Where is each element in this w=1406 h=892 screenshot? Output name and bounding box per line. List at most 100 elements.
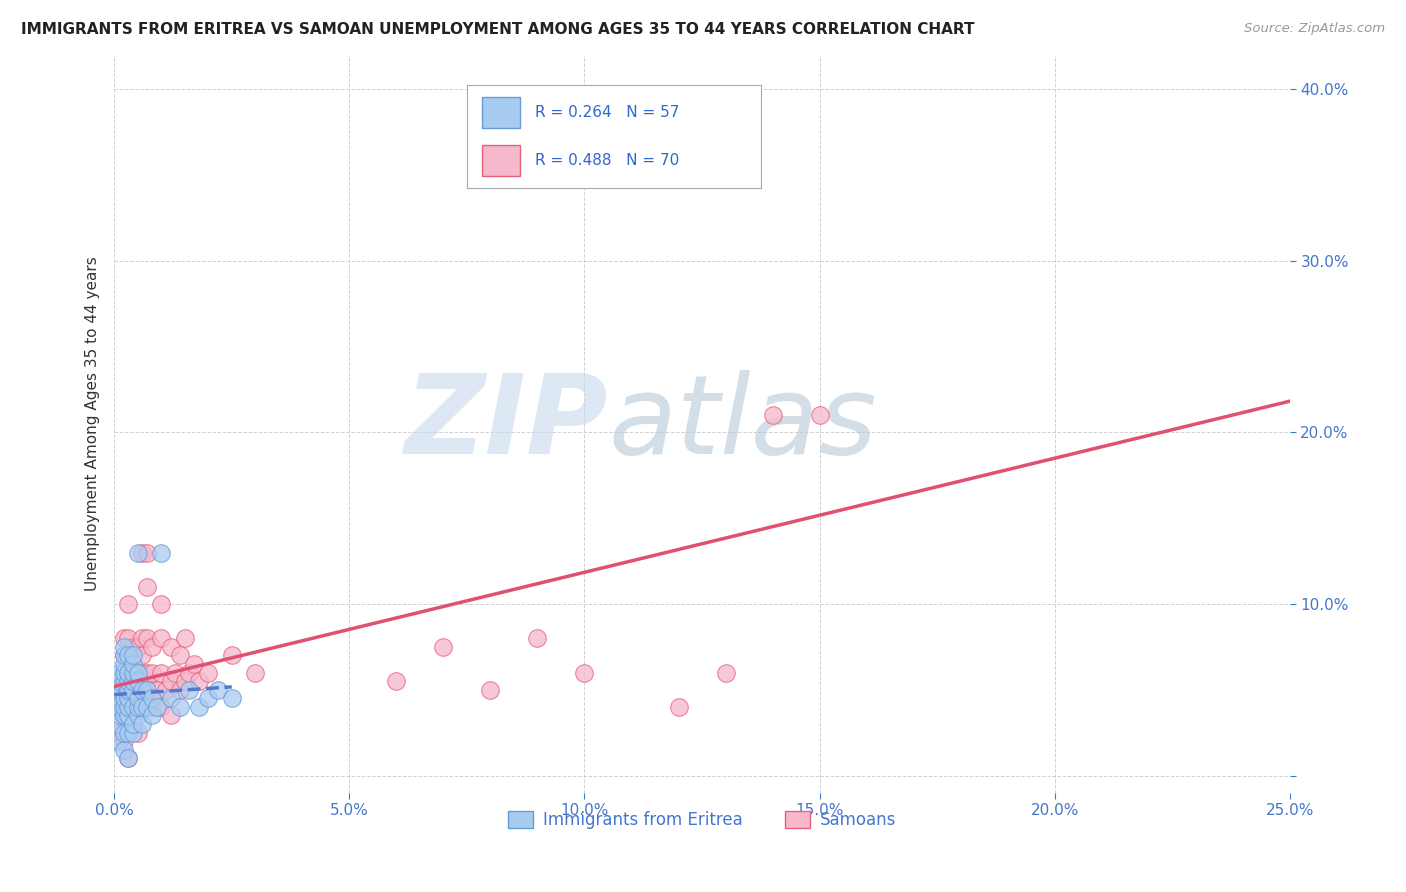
Point xyxy=(131,699,153,714)
Point xyxy=(108,734,131,748)
Point xyxy=(108,682,131,697)
Point xyxy=(183,657,205,671)
Point xyxy=(131,699,153,714)
Point xyxy=(117,725,139,739)
Point xyxy=(117,751,139,765)
Point xyxy=(141,640,163,654)
Point xyxy=(432,640,454,654)
Point xyxy=(127,640,149,654)
Point xyxy=(169,648,191,663)
Point xyxy=(108,717,131,731)
Point xyxy=(197,665,219,680)
Point xyxy=(122,682,145,697)
Point xyxy=(136,545,159,559)
Point xyxy=(127,708,149,723)
Point xyxy=(117,699,139,714)
Point xyxy=(117,708,139,723)
Point xyxy=(112,691,135,706)
Point xyxy=(141,691,163,706)
Point xyxy=(221,691,243,706)
Point xyxy=(122,674,145,689)
Legend: Immigrants from Eritrea, Samoans: Immigrants from Eritrea, Samoans xyxy=(502,805,903,836)
Point xyxy=(136,699,159,714)
Point xyxy=(122,725,145,739)
Point xyxy=(385,674,408,689)
Point xyxy=(150,699,173,714)
Point xyxy=(112,665,135,680)
Point xyxy=(127,545,149,559)
Point xyxy=(108,674,131,689)
Point xyxy=(112,648,135,663)
Point xyxy=(245,665,267,680)
Point xyxy=(761,409,783,423)
Point xyxy=(112,665,135,680)
Point xyxy=(117,691,139,706)
Point xyxy=(150,665,173,680)
Point xyxy=(136,674,159,689)
Point xyxy=(187,674,209,689)
Point xyxy=(117,682,139,697)
Point xyxy=(668,699,690,714)
Point xyxy=(221,648,243,663)
Point xyxy=(131,717,153,731)
Point xyxy=(207,682,229,697)
Point xyxy=(117,632,139,646)
Point xyxy=(122,657,145,671)
Point xyxy=(108,691,131,706)
Point xyxy=(145,682,167,697)
Point xyxy=(112,691,135,706)
Point xyxy=(479,682,502,697)
Point xyxy=(112,699,135,714)
Text: atlas: atlas xyxy=(607,370,876,477)
Point xyxy=(159,691,181,706)
Point xyxy=(127,665,149,680)
Point xyxy=(136,632,159,646)
Point xyxy=(122,717,145,731)
Point xyxy=(179,665,201,680)
Point xyxy=(122,682,145,697)
Point xyxy=(169,682,191,697)
Point xyxy=(122,648,145,663)
Point xyxy=(122,657,145,671)
Point xyxy=(122,665,145,680)
Point xyxy=(112,674,135,689)
Point xyxy=(127,691,149,706)
Point xyxy=(117,674,139,689)
Point xyxy=(173,674,195,689)
Point xyxy=(131,648,153,663)
Point xyxy=(108,699,131,714)
Point xyxy=(112,734,135,748)
Point xyxy=(108,665,131,680)
Point xyxy=(112,648,135,663)
Point xyxy=(108,725,131,739)
Point xyxy=(131,545,153,559)
Point xyxy=(127,699,149,714)
Point xyxy=(108,682,131,697)
Point xyxy=(136,665,159,680)
Point xyxy=(136,699,159,714)
Point xyxy=(808,409,831,423)
Point xyxy=(150,545,173,559)
Point xyxy=(112,725,135,739)
Text: ZIP: ZIP xyxy=(405,370,607,477)
Point xyxy=(141,699,163,714)
Point xyxy=(117,682,139,697)
Point xyxy=(117,751,139,765)
Point xyxy=(108,708,131,723)
Point xyxy=(117,648,139,663)
Y-axis label: Unemployment Among Ages 35 to 44 years: Unemployment Among Ages 35 to 44 years xyxy=(86,257,100,591)
Point xyxy=(112,743,135,757)
Point xyxy=(117,717,139,731)
Point xyxy=(127,725,149,739)
Point xyxy=(159,708,181,723)
Point xyxy=(122,699,145,714)
Point xyxy=(131,682,153,697)
Text: IMMIGRANTS FROM ERITREA VS SAMOAN UNEMPLOYMENT AMONG AGES 35 TO 44 YEARS CORRELA: IMMIGRANTS FROM ERITREA VS SAMOAN UNEMPL… xyxy=(21,22,974,37)
Point xyxy=(112,632,135,646)
Point xyxy=(141,665,163,680)
Point xyxy=(117,657,139,671)
Point xyxy=(117,597,139,611)
Point xyxy=(131,632,153,646)
Point xyxy=(526,632,548,646)
Point xyxy=(131,665,153,680)
